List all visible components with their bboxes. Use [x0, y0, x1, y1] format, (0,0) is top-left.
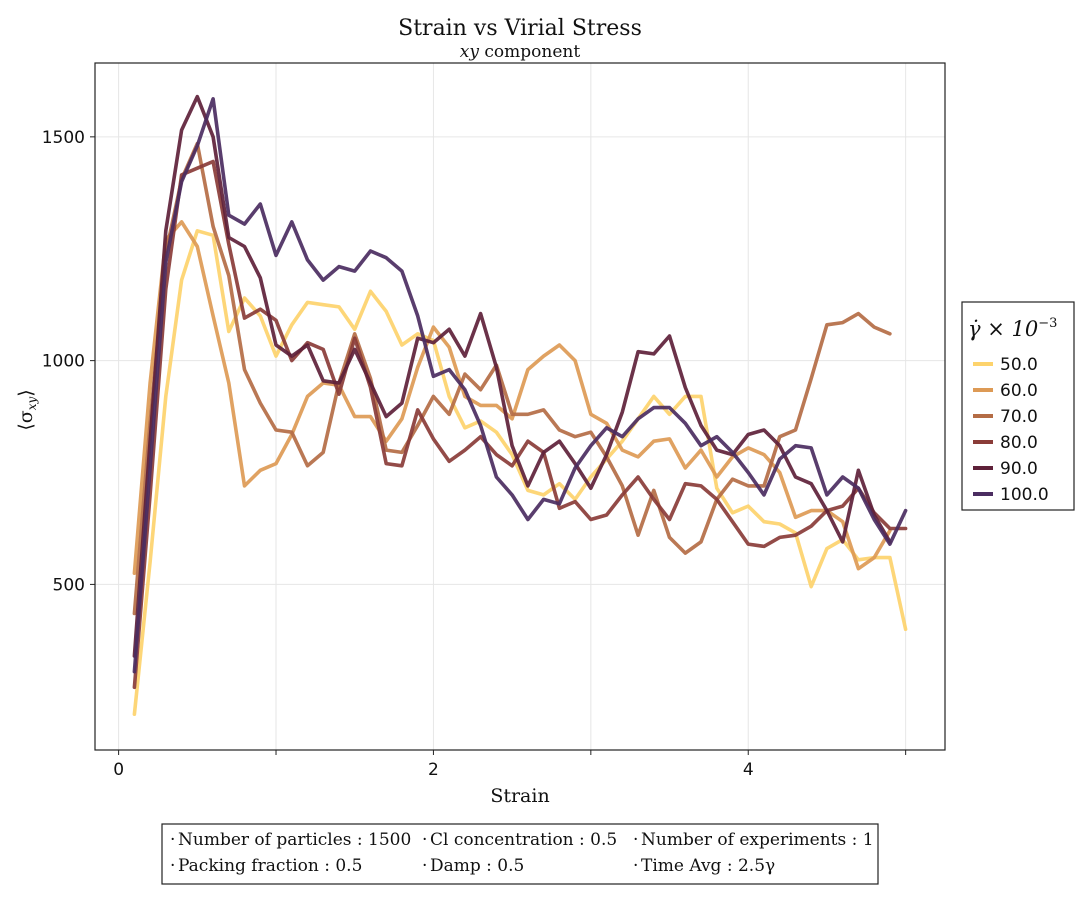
legend-label: 70.0 [1000, 407, 1038, 427]
legend-title-exp: −3 [1038, 316, 1057, 331]
info-bullet: · [633, 856, 638, 876]
y-axis-label: ⟨σxy⟩ [15, 389, 39, 430]
series-line-50.0 [132, 229, 908, 717]
info-item: Number of particles : 1500 [178, 830, 411, 850]
legend: γ̇ × 10−3 50.0 60.0 70.0 80.0 90.0 100.0 [961, 301, 1075, 511]
y-tick-label: 1500 [42, 128, 85, 148]
legend-title: γ̇ × 10−3 [968, 316, 1057, 341]
info-bullet: · [170, 830, 175, 850]
x-tick-label: 4 [743, 760, 754, 780]
info-item: Packing fraction : 0.5 [178, 856, 362, 876]
chart-title: Strain vs Virial Stress [398, 16, 642, 41]
info-bullet: · [170, 856, 175, 876]
info-item: Number of experiments : 1 [641, 830, 874, 850]
legend-label: 60.0 [1000, 381, 1038, 401]
subtitle-rest: component [479, 42, 580, 62]
info-box: · Number of particles : 1500 · Cl concentra… [161, 823, 879, 885]
legend-items: 50.0 60.0 70.0 80.0 90.0 100.0 [973, 355, 1049, 505]
info-box-frame [161, 823, 879, 885]
info-items: · Number of particles : 1500 · Cl concentra… [170, 830, 874, 876]
grid [95, 63, 945, 750]
series-line-80.0 [132, 159, 908, 690]
y-tick-label: 1000 [42, 352, 85, 372]
plot-frame [94, 62, 946, 751]
info-item: Cl concentration : 0.5 [430, 830, 617, 850]
legend-title-main: γ̇ × 10 [968, 317, 1038, 341]
y-axis-label-close: ⟩ [15, 389, 37, 396]
series-line-60.0 [132, 220, 892, 576]
info-bullet: · [422, 856, 427, 876]
y-tick-label: 500 [53, 575, 85, 595]
axis-ticks: 0 2 4 500 1000 1500 [42, 128, 907, 780]
x-tick-label: 0 [113, 760, 124, 780]
series-line-90.0 [132, 94, 892, 658]
subtitle-italic: xy [460, 42, 480, 62]
y-axis-label-sub: xy [25, 397, 39, 411]
legend-label: 80.0 [1000, 433, 1038, 453]
legend-label: 100.0 [1000, 485, 1049, 505]
x-axis-label: Strain [490, 785, 549, 807]
chart-subtitle: xy component [460, 42, 581, 62]
legend-label: 50.0 [1000, 355, 1038, 375]
legend-label: 90.0 [1000, 459, 1038, 479]
info-bullet: · [422, 830, 427, 850]
info-item: Time Avg : 2.5γ [641, 856, 775, 876]
series-line-70.0 [132, 141, 892, 616]
series-lines [132, 94, 908, 717]
info-bullet: · [633, 830, 638, 850]
y-axis-label-open: ⟨σ [15, 410, 37, 430]
series-line-100.0 [132, 97, 908, 674]
x-tick-label: 2 [428, 760, 439, 780]
legend-box [961, 301, 1075, 511]
info-item: Damp : 0.5 [430, 856, 524, 876]
